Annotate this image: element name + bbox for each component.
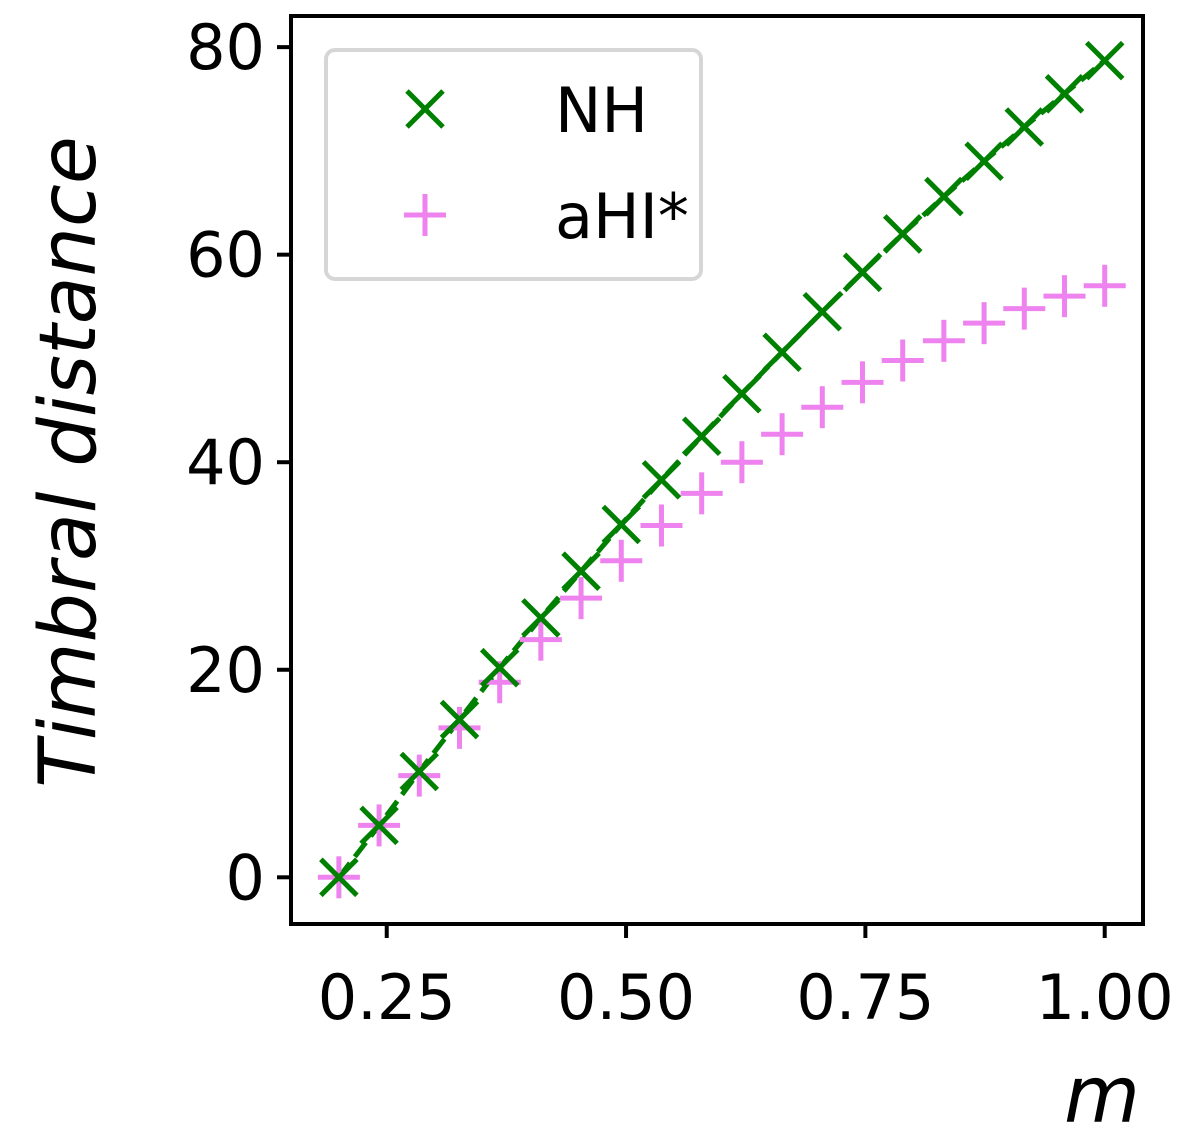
- plot-frame: [289, 14, 1145, 926]
- ahi-point: [720, 441, 763, 484]
- y-tick-label: 0: [226, 841, 265, 914]
- y-tick-label: 40: [186, 426, 265, 499]
- nh-point: [399, 751, 440, 792]
- y-axis: 0 20 40 60 80: [186, 11, 291, 914]
- nh-point: [762, 332, 802, 372]
- nh-point: [964, 141, 1004, 182]
- x-tick-label: 0.25: [318, 961, 456, 1034]
- ahi-point: [761, 413, 804, 456]
- legend-x-marker: [405, 89, 445, 129]
- ahi-point: [963, 302, 1006, 345]
- ahi-point: [1003, 287, 1046, 330]
- x-tick-label: 1.00: [1036, 961, 1174, 1034]
- nh-point: [681, 416, 722, 457]
- ahi-point: [801, 386, 844, 429]
- nh-point: [882, 214, 923, 254]
- nh-point: [1044, 74, 1085, 114]
- ahi-point: [1083, 264, 1126, 307]
- nh-point: [641, 460, 682, 500]
- ahi-point: [680, 472, 723, 515]
- x-tick-label: 0.75: [796, 961, 934, 1034]
- ahi-point: [640, 504, 683, 547]
- nh-point: [439, 699, 480, 740]
- nh-point: [319, 857, 359, 898]
- nh-point: [521, 598, 561, 638]
- nh-point: [722, 373, 762, 414]
- legend-marker-ahi: [404, 194, 446, 236]
- nh-point: [479, 647, 520, 688]
- legend-label-nh: NH: [555, 74, 648, 147]
- legend: NH aHI*: [324, 48, 703, 281]
- nh-point: [601, 504, 642, 545]
- x-axis: 0.25 0.50 0.75 1.00: [318, 924, 1174, 1034]
- ahi-point: [841, 361, 884, 404]
- x-tick-label: 0.50: [557, 961, 695, 1034]
- ahi-point: [519, 618, 562, 661]
- y-tick-label: 20: [186, 634, 265, 707]
- nh-point: [802, 291, 843, 332]
- plot-marks: [317, 40, 1126, 899]
- y-tick-label: 80: [186, 11, 265, 84]
- legend-marker-nh: [405, 89, 445, 129]
- ahi-point: [438, 706, 481, 749]
- x-axis-label: m: [1064, 1051, 1140, 1135]
- nh-point: [842, 252, 883, 293]
- ahi-point: [560, 577, 603, 620]
- nh-point: [561, 551, 601, 591]
- nh-point: [359, 805, 399, 846]
- ahi-point: [881, 339, 924, 382]
- legend-label-ahi: aHI*: [555, 180, 689, 253]
- ahi-point: [922, 319, 965, 362]
- nh-point: [924, 176, 964, 217]
- nh-point: [1004, 107, 1045, 147]
- nh-point: [1084, 40, 1125, 81]
- ahi-point: [398, 754, 441, 797]
- legend-plus-marker: [404, 194, 446, 236]
- y-tick-label: 60: [186, 219, 265, 292]
- ahi-point: [1043, 275, 1086, 318]
- ahi-point: [600, 539, 643, 582]
- y-axis-label: Timbral distance: [24, 136, 114, 788]
